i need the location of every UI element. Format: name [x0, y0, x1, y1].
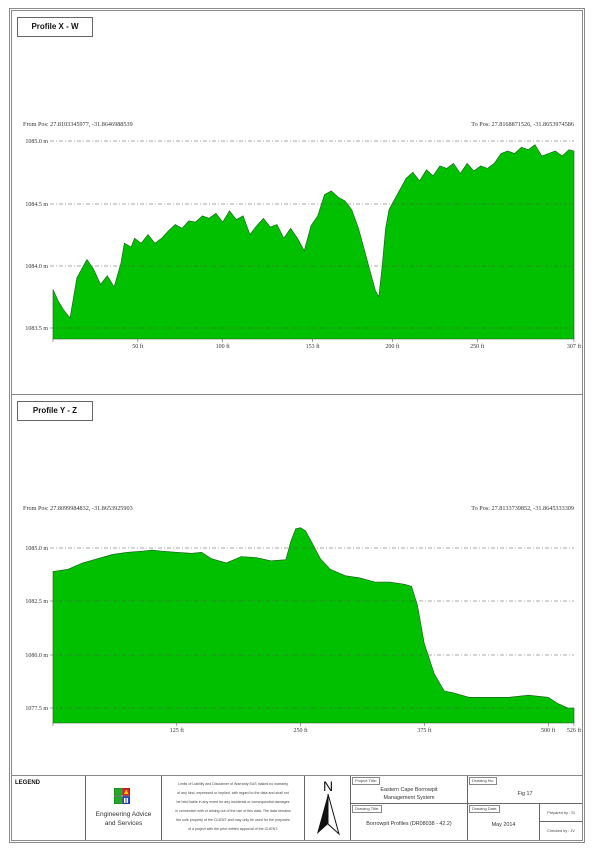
north-arrow-icon: N: [317, 778, 340, 836]
elevation-area-chart: 1085.0 m 1082.5 m 1080.0 m 1077.5 m 125 ft 25…: [25, 527, 581, 734]
elevation-area: [52, 527, 575, 724]
y-tick-label: 1084.0 m: [25, 264, 48, 270]
x-tick-label: 526 ft: [567, 727, 581, 734]
svg-text:N: N: [323, 778, 333, 794]
disclaimer-text: Limits of Liability and Disclaimer of Wa…: [175, 782, 291, 831]
x-tick-label: 200 ft: [385, 343, 399, 350]
from-position: From Pos: 27.8099984832, -31.8653925903: [23, 505, 133, 512]
profile-panel-yz: Profile Y - Z From Pos: 27.8099984832, -…: [12, 395, 582, 776]
to-position: To Pos: 27.8168871526, -31.8653974586: [471, 121, 574, 128]
y-tick-label: 1083.5 m: [25, 326, 48, 332]
x-tick-label: 375 ft: [417, 727, 431, 734]
x-tick-label: 100 ft: [216, 343, 230, 350]
company-logo-icon: [114, 788, 130, 804]
drawing-no-cell: Drawing No: Fig 17: [468, 776, 582, 804]
y-tick-label: 1077.5 m: [25, 706, 48, 712]
profile-chart-xw: 1085.0 m 1084.5 m 1084.0 m 1083.5 m 50 ft 100…: [12, 131, 582, 381]
from-position: From Pos: 27.8103345977, -31.8646988539: [23, 121, 133, 128]
x-tick-label: 125 ft: [170, 727, 184, 734]
north-arrow-cell: N: [305, 776, 351, 840]
x-tick-label: 50 ft: [132, 343, 143, 350]
legend-title-block: LEGEND Engineering Advice and Services L…: [12, 776, 582, 840]
checked-by-cell: Checked by : JV: [547, 829, 575, 833]
y-tick-label: 1084.5 m: [25, 202, 48, 208]
disclaimer-cell: Limits of Liability and Disclaimer of Wa…: [162, 776, 305, 840]
to-position: To Pos: 27.8133739852, -31.8645333309: [471, 505, 574, 512]
elevation-area: [52, 144, 575, 340]
prepared-by-cell: Prepared by : SI: [540, 804, 582, 822]
y-tick-label: 1085.0 m: [25, 546, 48, 552]
legend-label: LEGEND: [15, 780, 41, 786]
x-tick-label: 307 ft: [567, 343, 581, 350]
project-title-cell: Project Title: Eastern Cape Borrowpit Ma…: [351, 776, 468, 804]
profile-title: Profile X - W: [17, 17, 93, 37]
x-tick-label: 153 ft: [306, 343, 320, 350]
y-tick-label: 1080.0 m: [25, 653, 48, 659]
company-cell: Engineering Advice and Services: [86, 776, 162, 840]
x-tick-label: 500 ft: [541, 727, 555, 734]
x-tick-label: 250 ft: [294, 727, 308, 734]
profile-chart-yz: 1085.0 m 1082.5 m 1080.0 m 1077.5 m 125 ft 25…: [12, 515, 582, 765]
drawing-sheet: Profile X - W From Pos: 27.8103345977, -…: [9, 8, 585, 843]
company-name: Engineering Advice and Services: [95, 811, 152, 827]
profile-title: Profile Y - Z: [17, 401, 93, 421]
y-tick-label: 1082.5 m: [25, 599, 48, 605]
drawing-date-cell: Drawing Date: May 2014: [468, 804, 540, 840]
drawing-title-cell: Drawing Title: Borrowpit Profiles (DR080…: [351, 804, 468, 840]
x-tick-label: 250 ft: [470, 343, 484, 350]
profile-panel-xw: Profile X - W From Pos: 27.8103345977, -…: [12, 11, 582, 395]
y-tick-label: 1085.0 m: [25, 139, 48, 145]
elevation-area-chart: 1085.0 m 1084.5 m 1084.0 m 1083.5 m 50 ft 100…: [25, 139, 581, 350]
legend-cell: LEGEND: [12, 776, 86, 840]
